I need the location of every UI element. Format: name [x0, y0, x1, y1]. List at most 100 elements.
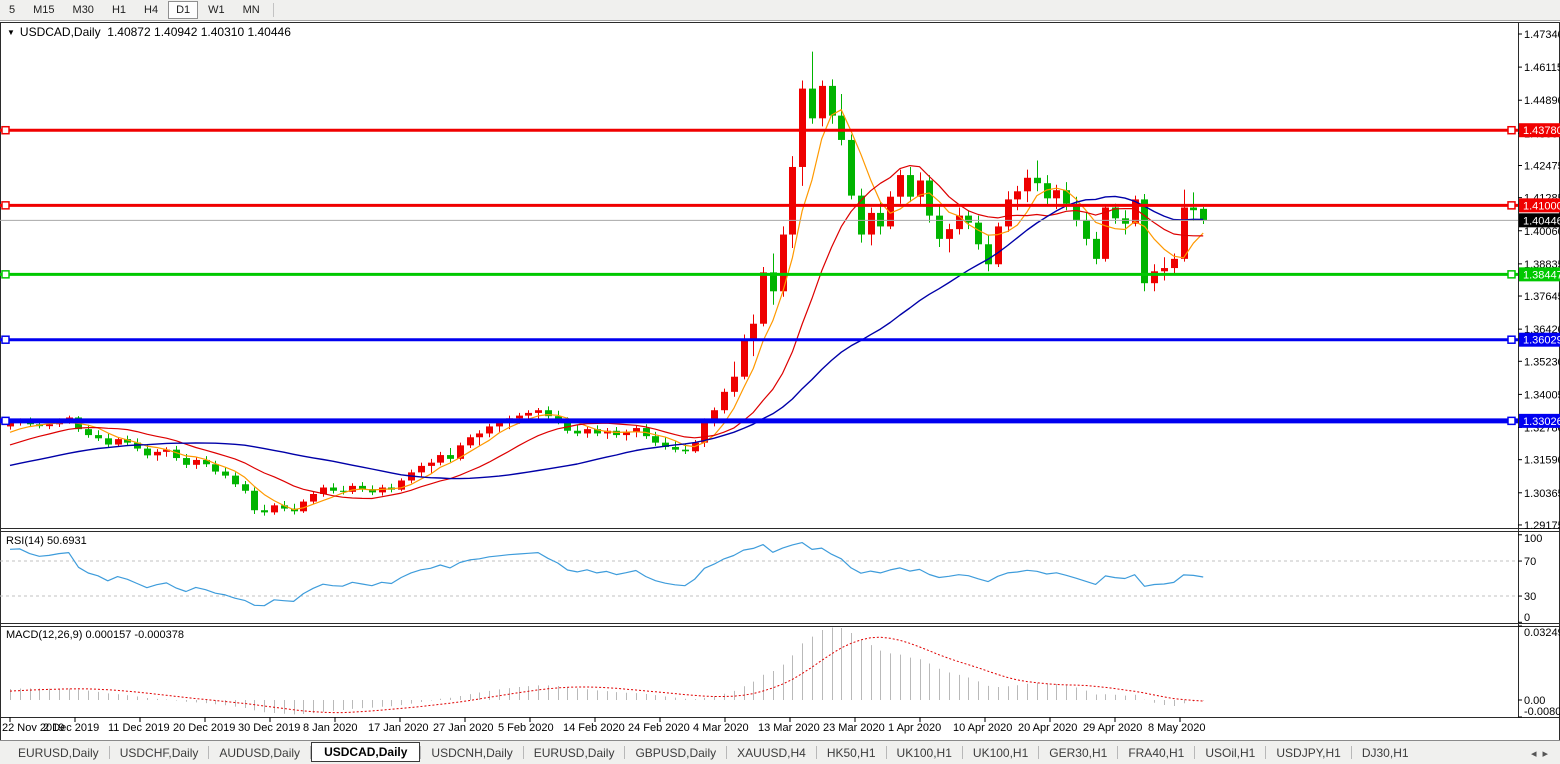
tab-separator — [1194, 746, 1196, 759]
chart-tab-usdjpy-h1[interactable]: USDJPY,H1 — [1276, 745, 1341, 760]
tab-separator — [1265, 746, 1267, 759]
hline-handle[interactable] — [1507, 201, 1516, 210]
chart-canvas[interactable]: 1.473401.461151.448901.436651.424751.412… — [0, 0, 1560, 742]
chart-symbol-label: USDCAD,Daily — [19, 25, 101, 39]
chart-tab-usdcad-daily[interactable]: USDCAD,Daily — [311, 741, 421, 762]
chart-tab-uk100-h1[interactable]: UK100,H1 — [896, 745, 952, 760]
svg-text:1.29175: 1.29175 — [1524, 520, 1560, 532]
svg-text:1.37645: 1.37645 — [1524, 291, 1560, 303]
hline-handle[interactable] — [1507, 270, 1516, 279]
tab-separator — [310, 746, 312, 759]
timeframe-button-d1[interactable]: D1 — [168, 1, 199, 19]
ohlc-high: 1.40942 — [154, 25, 198, 39]
hline-handle[interactable] — [1507, 335, 1516, 344]
hline-handle[interactable] — [1, 335, 10, 344]
timeframe-button-m30[interactable]: M30 — [72, 4, 94, 16]
hline-1.33026[interactable]: 1.33026 — [0, 413, 1560, 428]
svg-text:17 Jan 2020: 17 Jan 2020 — [368, 722, 429, 734]
hline-handle[interactable] — [1, 416, 10, 426]
svg-text:5 Feb 2020: 5 Feb 2020 — [498, 722, 554, 734]
chart-tab-audusd-daily[interactable]: AUDUSD,Daily — [219, 745, 301, 760]
tab-scroll-left-icon[interactable]: ◂ — [1530, 748, 1543, 760]
tab-separator — [522, 746, 524, 759]
svg-text:1.40060: 1.40060 — [1524, 226, 1560, 238]
svg-text:24 Feb 2020: 24 Feb 2020 — [628, 722, 690, 734]
chart-tab-eurusd-daily[interactable]: EURUSD,Daily — [533, 745, 615, 760]
svg-text:22 Nov 2019: 22 Nov 2019 — [2, 722, 64, 734]
svg-text:1.35230: 1.35230 — [1524, 356, 1560, 368]
tab-separator — [1038, 746, 1040, 759]
hline-handle[interactable] — [1507, 416, 1516, 426]
timeframe-button-w1[interactable]: W1 — [208, 4, 225, 16]
macd-signal-line — [9, 636, 1204, 714]
chart-tab-eurusd-daily[interactable]: EURUSD,Daily — [18, 745, 99, 760]
rsi-indicator-label: RSI(14) 50.6931 — [6, 535, 87, 547]
tab-scroll-arrows: ◂▸ — [1531, 747, 1554, 760]
chart-tab-xauusd-h4[interactable]: XAUUSD,H4 — [737, 745, 806, 760]
hline-1.36029[interactable]: 1.36029 — [0, 332, 1560, 347]
collapse-ohlc-icon[interactable]: ▼ — [7, 28, 15, 37]
moving-average-34 — [9, 195, 1204, 480]
toolbar-separator — [272, 3, 274, 17]
svg-text:29 Apr 2020: 29 Apr 2020 — [1083, 722, 1142, 734]
hline-handle[interactable] — [1, 270, 10, 279]
hline-1.38447[interactable]: 1.38447 — [0, 267, 1560, 282]
svg-text:30 Dec 2019: 30 Dec 2019 — [238, 722, 300, 734]
svg-text:70: 70 — [1524, 556, 1536, 568]
chart-tab-hk50-h1[interactable]: HK50,H1 — [826, 745, 876, 760]
tab-separator — [885, 746, 887, 759]
chart-tab-usoil-h1[interactable]: USOil,H1 — [1205, 745, 1256, 760]
svg-text:1.44890: 1.44890 — [1524, 95, 1560, 107]
svg-text:30: 30 — [1524, 591, 1536, 603]
chart-tab-gbpusd-daily[interactable]: GBPUSD,Daily — [635, 745, 717, 760]
svg-text:1.42475: 1.42475 — [1524, 160, 1560, 172]
tab-separator — [624, 746, 626, 759]
ohlc-low: 1.40310 — [200, 25, 245, 39]
tab-separator — [1117, 746, 1119, 759]
chart-tab-usdcnh-daily[interactable]: USDCNH,Daily — [431, 745, 513, 760]
hline-1.41000[interactable]: 1.41000 — [0, 198, 1560, 213]
svg-text:1.41000: 1.41000 — [1523, 200, 1560, 212]
svg-text:1.38447: 1.38447 — [1523, 269, 1560, 281]
chart-tab-dj30-h1[interactable]: DJ30,H1 — [1361, 745, 1409, 760]
svg-text:0: 0 — [1524, 612, 1530, 624]
timeframe-button-mn[interactable]: MN — [242, 4, 260, 16]
chart-tab-fra40-h1[interactable]: FRA40,H1 — [1128, 745, 1185, 760]
tab-separator — [208, 746, 210, 759]
svg-text:14 Feb 2020: 14 Feb 2020 — [563, 722, 625, 734]
ohlc-open: 1.40872 — [107, 25, 151, 39]
svg-text:27 Jan 2020: 27 Jan 2020 — [433, 722, 494, 734]
tab-scroll-right-icon[interactable]: ▸ — [1542, 748, 1554, 760]
svg-text:1.40446: 1.40446 — [1523, 215, 1560, 227]
svg-text:0.032493: 0.032493 — [1524, 627, 1560, 639]
timeframe-button-5[interactable]: 5 — [9, 4, 16, 16]
svg-text:0.00: 0.00 — [1524, 695, 1545, 707]
timeframe-button-m15[interactable]: M15 — [33, 4, 55, 16]
ohlc-close: 1.40446 — [247, 25, 291, 39]
chart-tab-usdchf-daily[interactable]: USDCHF,Daily — [119, 745, 199, 760]
tab-separator — [815, 746, 817, 759]
svg-text:1.31590: 1.31590 — [1524, 455, 1560, 467]
svg-text:11 Dec 2019: 11 Dec 2019 — [108, 722, 170, 734]
macd-indicator-label: MACD(12,26,9) 0.000157 -0.000378 — [6, 629, 184, 641]
svg-text:4 Mar 2020: 4 Mar 2020 — [693, 722, 749, 734]
candlestick-series — [7, 51, 1207, 516]
hline-handle[interactable] — [1, 125, 10, 135]
timeframe-button-h1[interactable]: H1 — [111, 4, 126, 16]
svg-text:1.43780: 1.43780 — [1523, 125, 1560, 137]
moving-average-5 — [9, 109, 1204, 511]
hline-handle[interactable] — [1507, 125, 1516, 135]
rsi-pane: 100 70 30 0 — [0, 533, 1542, 624]
svg-text:1.47340: 1.47340 — [1524, 29, 1560, 41]
tab-separator — [1350, 746, 1352, 759]
hline-handle[interactable] — [1, 201, 10, 210]
macd-pane: 0.032493 0.00-0.008086 — [9, 625, 1560, 718]
hline-1.43780[interactable]: 1.43780 — [0, 123, 1560, 138]
chart-tab-uk100-h1[interactable]: UK100,H1 — [972, 745, 1029, 760]
svg-text:1.30365: 1.30365 — [1524, 488, 1560, 500]
svg-text:-0.008086: -0.008086 — [1524, 706, 1560, 718]
chart-tab-ger30-h1[interactable]: GER30,H1 — [1049, 745, 1108, 760]
timeframe-button-h4[interactable]: H4 — [144, 4, 159, 16]
